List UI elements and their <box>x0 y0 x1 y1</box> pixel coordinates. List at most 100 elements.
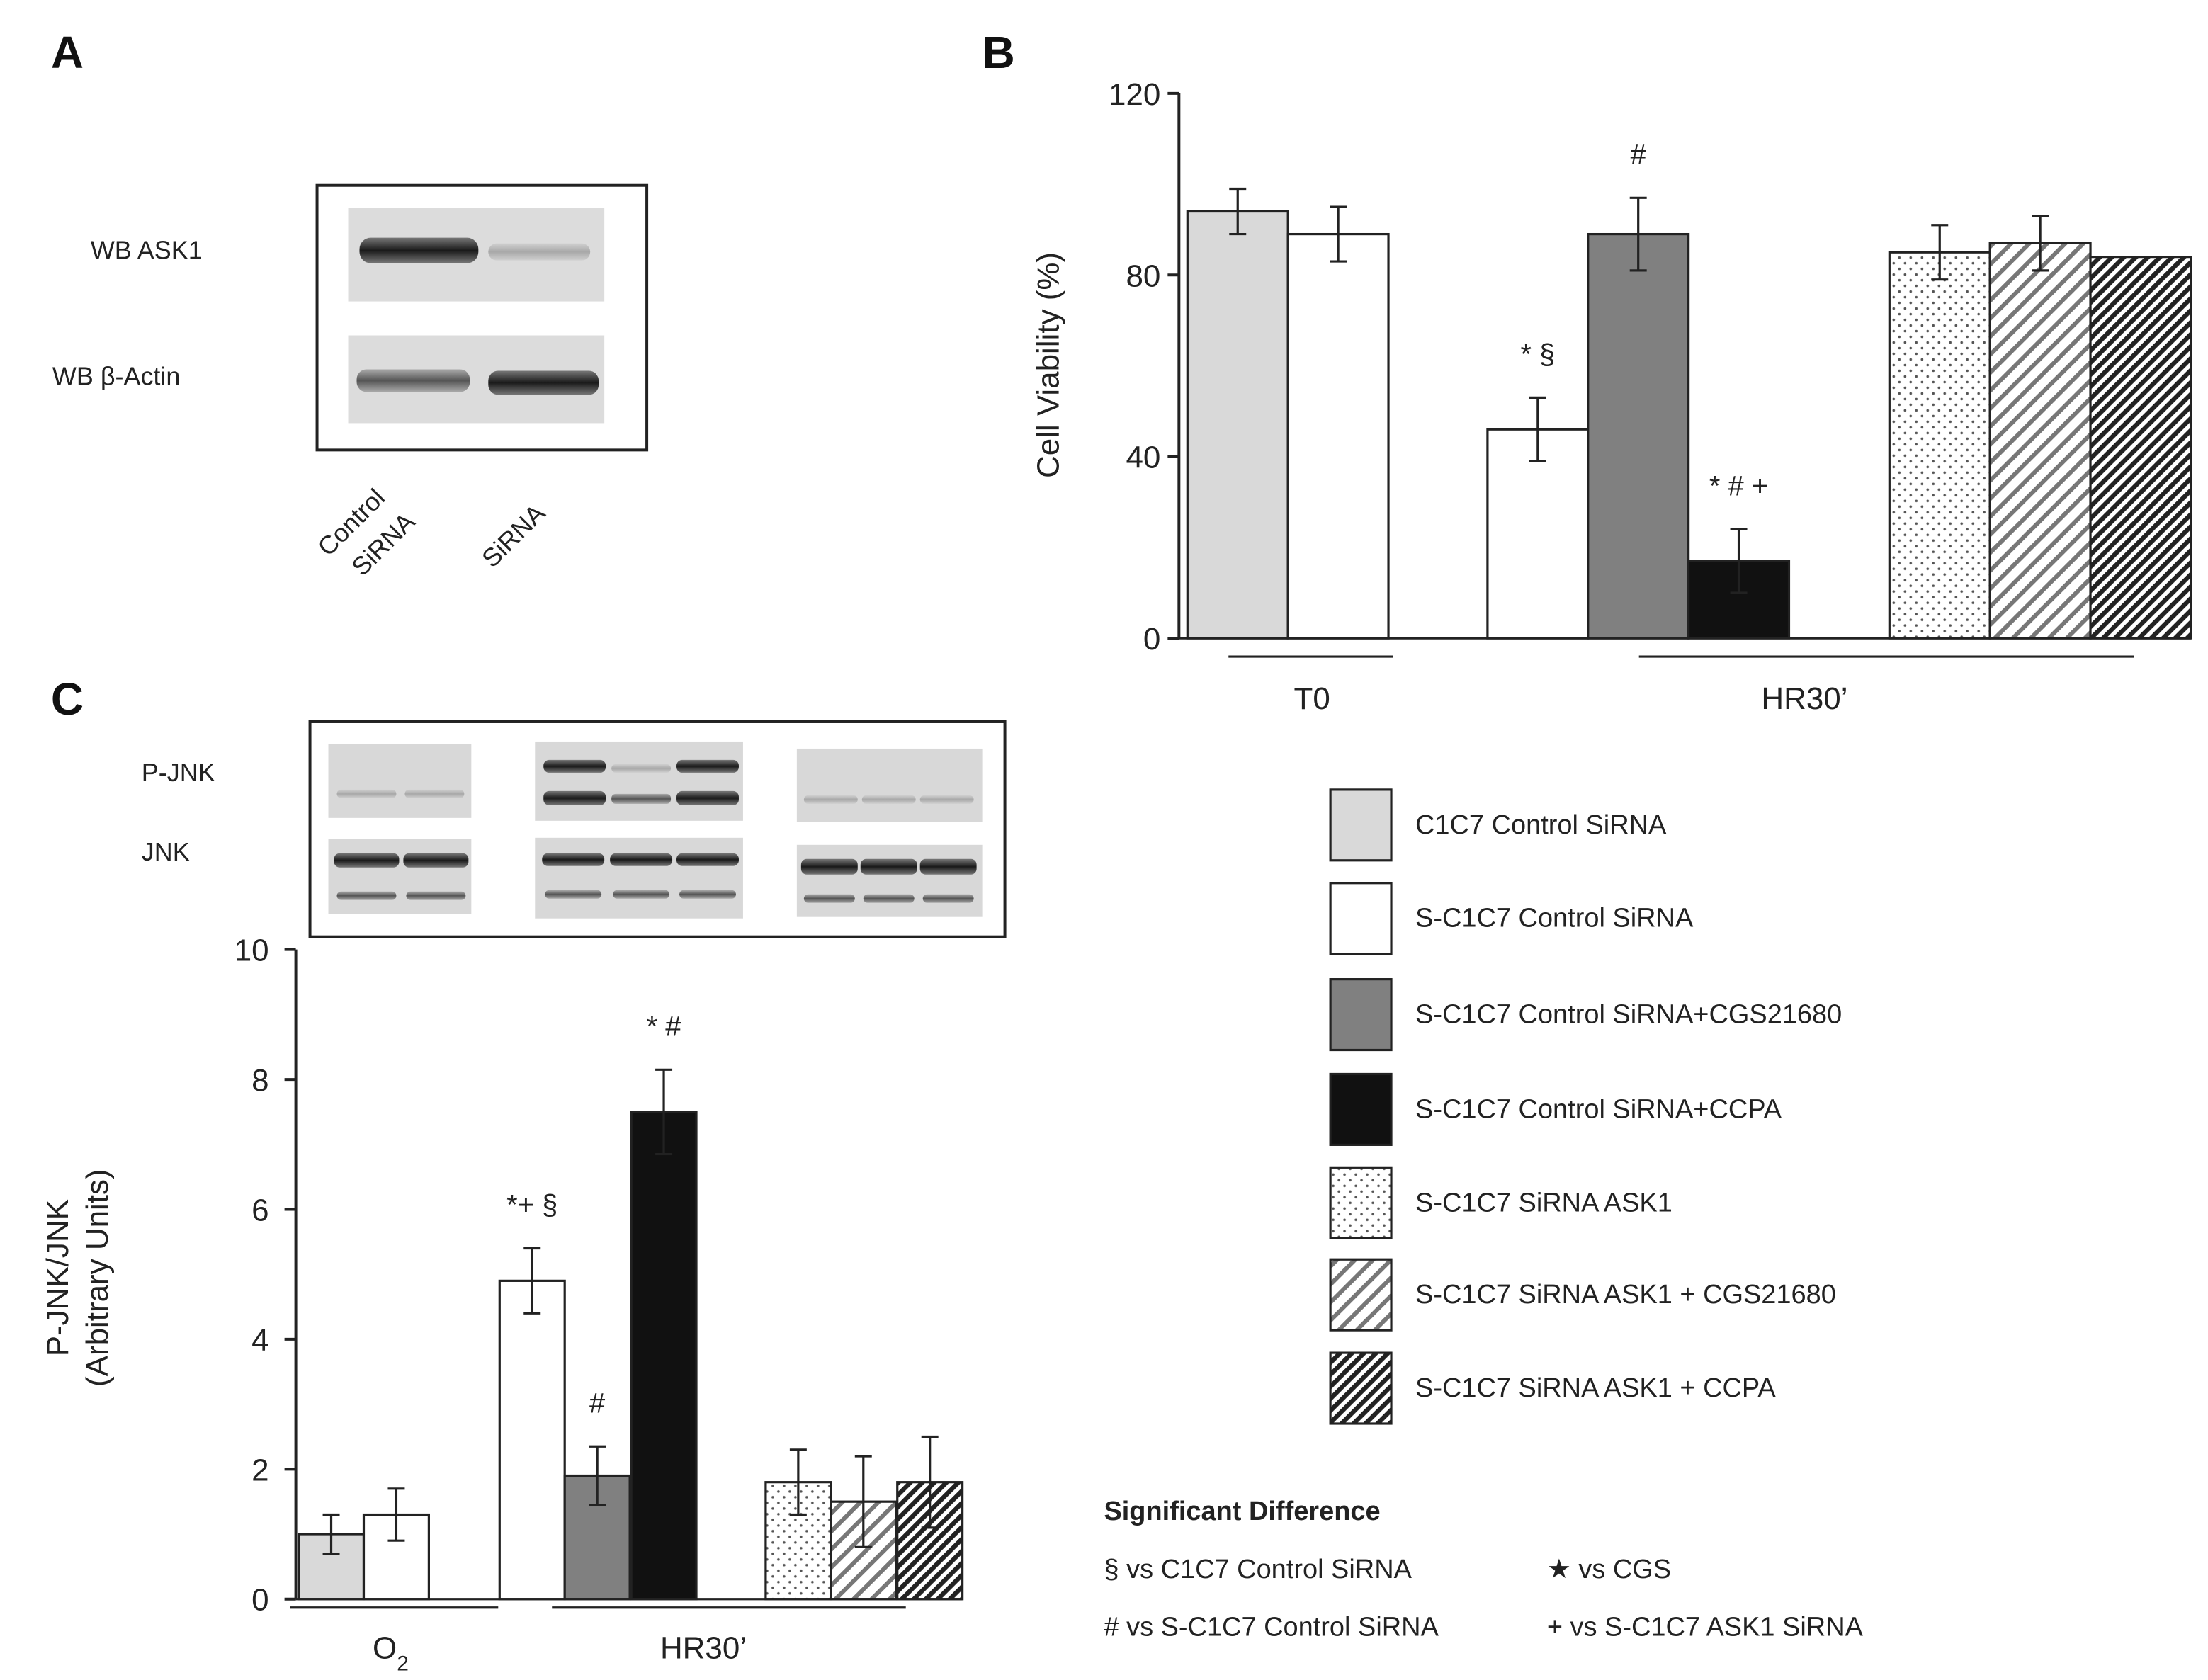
bar <box>1988 242 2092 640</box>
legend-label: S-C1C7 Control SiRNA <box>1415 904 1694 933</box>
band <box>861 795 916 804</box>
y-tick-label: 8 <box>251 1063 268 1098</box>
significance-marker: * # + <box>1709 470 1768 501</box>
band <box>542 853 605 866</box>
band <box>543 790 606 805</box>
legend-label: S-C1C7 Control SiRNA+CCPA <box>1415 1094 1782 1124</box>
band <box>545 890 602 899</box>
legend-label: S-C1C7 SiRNA ASK1 <box>1415 1188 1672 1218</box>
legend-label: S-C1C7 SiRNA ASK1 + CCPA <box>1415 1373 1776 1403</box>
wb-label-ask1: WB ASK1 <box>91 236 203 265</box>
band <box>919 795 974 804</box>
significance-marker: * § <box>1520 339 1555 370</box>
band-ask1-control <box>359 237 479 263</box>
chart-b: 0 40 80 120 Cell Viability (%) * § # * # + T0 HR3… <box>1031 77 2192 716</box>
band <box>403 853 469 868</box>
bar <box>630 1111 698 1601</box>
bar <box>498 1279 566 1601</box>
band <box>860 858 917 875</box>
bar <box>2089 256 2192 640</box>
band <box>676 853 739 866</box>
significance-block: Significant Difference § vs C1C7 Control… <box>1104 1497 1863 1642</box>
band <box>406 891 466 900</box>
y-axis-label-2: (Arbitrary Units) <box>80 1169 115 1387</box>
y-tick-label: 0 <box>1143 622 1160 657</box>
y-tick-label: 4 <box>251 1323 268 1358</box>
band <box>543 759 606 773</box>
panel-a-blot: WB ASK1 WB β-Actin Control SiRNA SiRNA <box>52 183 649 581</box>
significance-item-4: + vs S-C1C7 ASK1 SiRNA <box>1547 1613 1864 1642</box>
band <box>676 790 739 805</box>
panel-c-blot: P-JNK JNK <box>142 720 1007 938</box>
significance-item-3: # vs S-C1C7 Control SiRNA <box>1104 1613 1439 1642</box>
y-tick-label: 0 <box>251 1583 268 1618</box>
panel-letter-a: A <box>51 27 84 78</box>
band <box>610 853 673 866</box>
band <box>336 891 397 900</box>
c-blot-label-jnk: JNK <box>142 837 190 866</box>
legend-swatch <box>1329 882 1393 955</box>
y-axis-label: Cell Viability (%) <box>1031 252 1066 478</box>
band <box>803 894 855 903</box>
band <box>611 764 672 773</box>
band-actin-control <box>356 369 470 392</box>
y-tick-label: 80 <box>1126 259 1160 293</box>
group-label: HR30’ <box>660 1631 747 1666</box>
y-tick-label: 6 <box>251 1193 268 1227</box>
bar <box>1186 210 1289 640</box>
group-label: HR30’ <box>1761 681 1847 716</box>
lane-label-sirna: SiRNA <box>476 499 550 573</box>
y-tick-label: 10 <box>234 933 269 968</box>
legend-swatch <box>1329 1072 1393 1146</box>
bar <box>1486 428 1590 640</box>
legend-swatch <box>1329 978 1393 1052</box>
band-ask1-sirna <box>488 243 591 261</box>
legend-label: S-C1C7 SiRNA ASK1 + CGS21680 <box>1415 1280 1836 1310</box>
band <box>679 890 736 899</box>
c-strip-jnk-1 <box>328 839 472 914</box>
band-actin-sirna <box>488 370 599 395</box>
bar <box>1286 232 1390 640</box>
group-label: T0 <box>1294 681 1330 716</box>
significance-item-2: ★ vs CGS <box>1547 1555 1671 1584</box>
band <box>922 894 974 903</box>
bar <box>1888 251 1991 640</box>
band <box>676 759 739 773</box>
band <box>800 858 858 875</box>
c-strip-jnk-2 <box>535 837 743 919</box>
legend-swatch <box>1329 1351 1393 1425</box>
bar <box>1587 232 1690 640</box>
significance-title: Significant Difference <box>1104 1497 1380 1526</box>
significance-marker: # <box>589 1387 606 1419</box>
y-axis-label: P-JNK/JNK <box>40 1199 75 1356</box>
significance-marker: # <box>1631 139 1647 170</box>
y-tick-label: 120 <box>1109 77 1160 112</box>
c-strip-jnk-3 <box>796 844 983 917</box>
band <box>334 853 400 868</box>
significance-item-1: § vs C1C7 Control SiRNA <box>1104 1555 1412 1584</box>
band <box>803 795 858 804</box>
wb-label-actin: WB β-Actin <box>52 361 181 390</box>
band <box>404 789 465 798</box>
band <box>863 894 915 903</box>
legend: C1C7 Control SiRNA S-C1C7 Control SiRNA S-… <box>1329 788 1842 1425</box>
legend-label: S-C1C7 Control SiRNA+CGS21680 <box>1415 1000 1842 1030</box>
band <box>336 789 397 798</box>
c-strip-pjnk-3 <box>796 748 983 822</box>
significance-marker: * # <box>647 1011 682 1042</box>
chart-c: 0 2 4 6 8 10 P-JNK/JNK (Arbitrary Units) *+ § # * … <box>40 933 964 1675</box>
legend-swatch <box>1329 788 1393 862</box>
c-blot-label-pjnk: P-JNK <box>142 758 215 787</box>
c-strip-pjnk-1 <box>328 744 472 818</box>
legend-label: C1C7 Control SiRNA <box>1415 810 1667 840</box>
band <box>611 793 672 804</box>
y-tick-label: 2 <box>251 1453 268 1487</box>
legend-swatch <box>1329 1166 1393 1239</box>
c-strip-pjnk-2 <box>535 741 743 821</box>
band <box>613 890 670 899</box>
panel-letter-c: C <box>51 674 84 725</box>
legend-swatch <box>1329 1258 1393 1332</box>
y-tick-label: 40 <box>1126 441 1160 475</box>
